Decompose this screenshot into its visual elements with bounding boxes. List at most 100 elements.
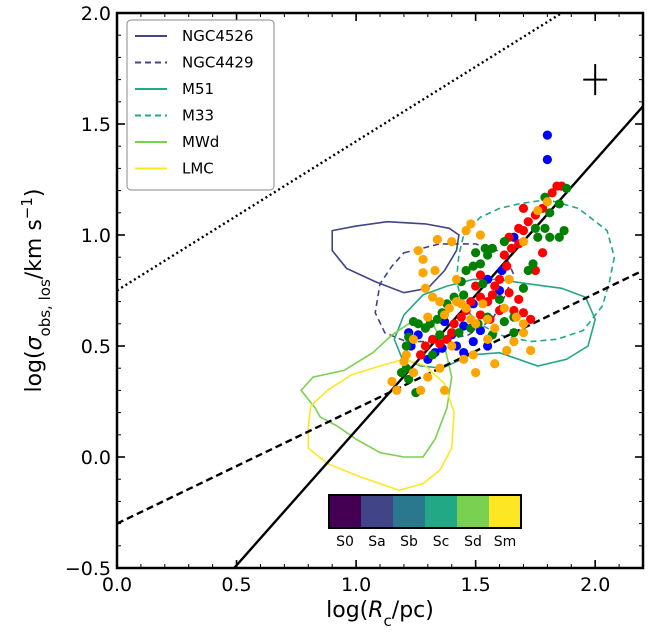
point-sc — [408, 316, 419, 327]
point-sm — [490, 359, 500, 369]
point-sc — [561, 183, 572, 193]
point-sc — [494, 294, 505, 304]
y-tick-label: 0.0 — [81, 447, 111, 469]
point-sm — [482, 314, 493, 324]
x-tick-label: 1.5 — [461, 574, 491, 596]
point-sb — [547, 188, 557, 198]
point-sb — [420, 341, 431, 351]
colorbar-swatch-sc — [425, 495, 458, 528]
point-sc — [480, 243, 490, 253]
point-sm — [451, 297, 462, 307]
colorbar-label-sd: Sd — [464, 534, 482, 550]
point-sc — [499, 237, 509, 247]
point-sb — [514, 294, 524, 304]
point-sm — [418, 254, 428, 265]
point-sb — [471, 281, 481, 291]
point-sc — [559, 225, 569, 236]
point-sb — [435, 339, 445, 349]
y-tick-label: 1.5 — [81, 114, 111, 136]
point-sm — [504, 274, 514, 284]
colorbar-swatch-sa — [361, 495, 394, 528]
point-sm — [490, 323, 500, 333]
point-sm — [461, 225, 471, 236]
point-sb — [526, 314, 536, 324]
colorbar-swatch-sb — [393, 495, 426, 528]
point-sc — [499, 316, 509, 327]
point-sc — [554, 199, 564, 209]
axes: 0.0 0.5 1.0 1.5 2.0−0.50.00.51.01.52.0 — [65, 3, 645, 596]
point-sm — [430, 265, 440, 276]
point-sm — [518, 328, 529, 338]
point-sb — [490, 281, 500, 291]
colorbar-frame — [328, 494, 522, 529]
point-sb — [504, 288, 514, 298]
legend-label-ngc4429: NGC4429 — [182, 54, 254, 72]
y-tick-label: 1.0 — [81, 225, 111, 247]
point-sm — [459, 354, 469, 364]
point-sm — [471, 368, 481, 378]
point-sm — [420, 283, 431, 293]
point-sm — [439, 385, 450, 395]
point-sc — [533, 232, 543, 242]
point-sa — [482, 341, 493, 351]
point-sb — [499, 250, 509, 260]
point-sm — [447, 237, 457, 247]
point-sm — [435, 297, 445, 307]
point-sc — [420, 323, 431, 333]
colorbar-swatch-sd — [457, 495, 490, 528]
colorbar-label-sb: Sb — [400, 534, 418, 550]
point-sc — [454, 328, 464, 338]
point-sc — [487, 243, 497, 253]
point-sm — [533, 205, 543, 216]
contour-m33 — [455, 198, 616, 343]
y-tick-label: −0.5 — [65, 558, 111, 580]
point-sm — [542, 197, 552, 207]
point-sm — [399, 356, 409, 367]
point-sb — [537, 248, 548, 258]
point-sb — [428, 334, 438, 344]
point-sa — [468, 336, 478, 347]
point-sb — [475, 270, 486, 280]
colorbar-label-sm: Sm — [494, 534, 517, 550]
point-sm — [518, 237, 529, 247]
point-sm — [526, 345, 536, 356]
point-sm — [432, 234, 442, 245]
y-tick-label: 0.5 — [81, 336, 111, 358]
point-sa — [459, 321, 469, 331]
point-sc — [478, 279, 488, 289]
legend: NGC4526 NGC4429 M51 M33 MWd LMC — [126, 19, 275, 191]
point-sc — [530, 223, 541, 233]
point-sc — [401, 341, 411, 351]
point-sb — [518, 203, 529, 213]
legend-label-ngc4526: NGC4526 — [182, 27, 254, 45]
point-sm — [447, 341, 457, 351]
point-sb — [514, 223, 524, 233]
point-sb — [518, 308, 529, 318]
point-sm — [416, 385, 426, 395]
point-sm — [439, 310, 450, 320]
point-sa — [439, 316, 450, 327]
point-sb — [449, 319, 459, 329]
point-sc — [518, 283, 529, 293]
point-sm — [423, 372, 433, 382]
point-sm — [482, 334, 493, 344]
colorbar-label-s0: S0 — [336, 534, 354, 550]
y-tick-label: 2.0 — [81, 3, 111, 25]
colorbar-label-sc: Sc — [433, 534, 450, 550]
point-sm — [408, 368, 419, 378]
point-sb — [506, 243, 517, 253]
contour-lmc — [307, 358, 455, 492]
point-sb — [447, 328, 457, 338]
contour-mwd — [300, 323, 453, 458]
x-axis-label: log(Rc/pc) — [326, 598, 434, 630]
x-tick-label: 0.0 — [102, 574, 132, 596]
point-sb — [487, 290, 497, 300]
point-sb — [494, 274, 505, 284]
point-sm — [509, 336, 519, 347]
point-sm — [392, 385, 402, 395]
point-sb — [466, 297, 476, 307]
point-sc — [523, 265, 533, 276]
point-sm — [475, 230, 486, 240]
dashed-reference-line — [117, 269, 643, 525]
